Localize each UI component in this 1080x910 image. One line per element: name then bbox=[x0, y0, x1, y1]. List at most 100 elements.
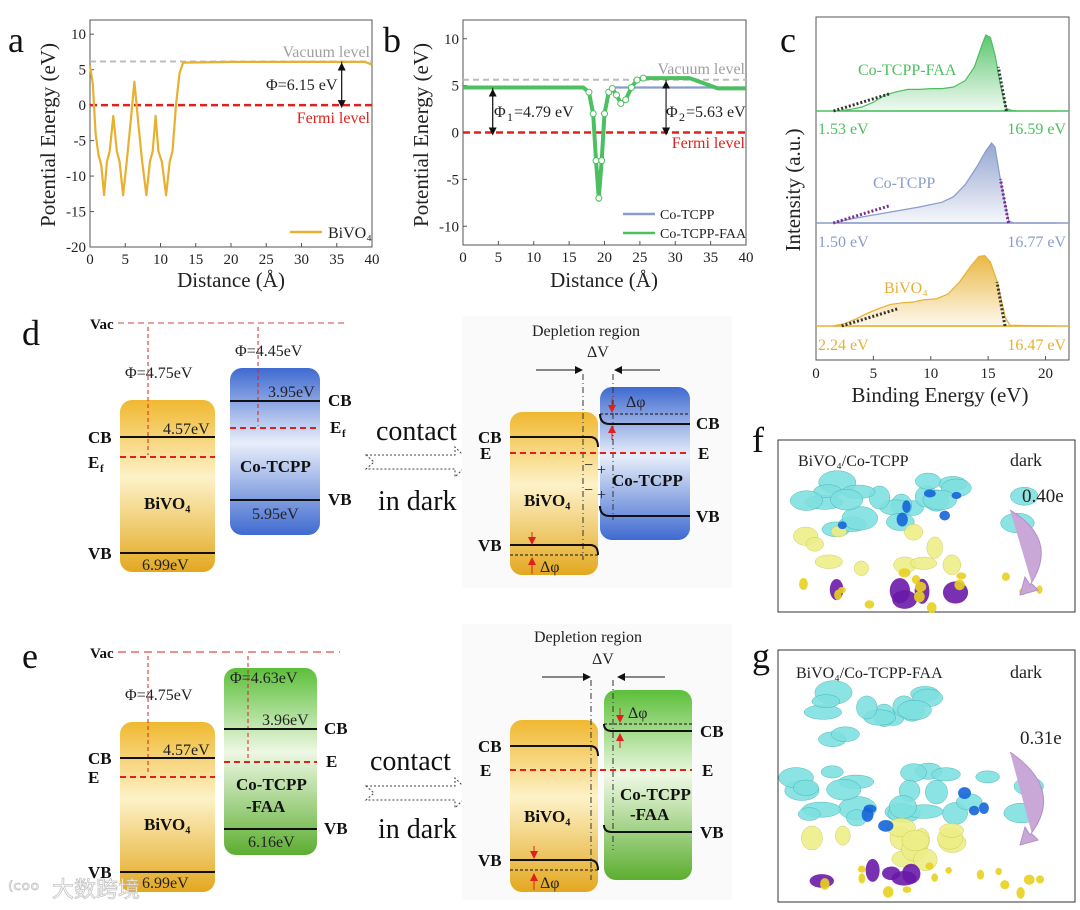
faa-name-1: Co-TCPP bbox=[236, 775, 307, 794]
chart-c-xlabel: Binding Energy (eV) bbox=[852, 383, 1029, 407]
faa-vb-label: VB bbox=[324, 819, 348, 838]
atom-v bbox=[1001, 572, 1010, 582]
data-point bbox=[622, 96, 630, 104]
in-dark-label: in dark bbox=[378, 814, 457, 845]
ef-label-contact: E bbox=[480, 444, 491, 463]
electron-accumulation-isosurface bbox=[814, 554, 843, 569]
atom-co bbox=[902, 500, 911, 513]
bivo4-name-contact: BiVO₄ bbox=[524, 491, 570, 510]
atom-v bbox=[911, 574, 921, 585]
data-point bbox=[639, 74, 647, 82]
faa-band-box bbox=[224, 668, 317, 855]
electron-depletion-isosurface bbox=[820, 765, 844, 779]
y-tick-label: 0 bbox=[79, 98, 87, 114]
atom-co bbox=[923, 489, 936, 498]
panel-label-d: d bbox=[22, 313, 40, 353]
faa-cb-value: 3.96eV bbox=[262, 712, 309, 729]
bivo4-vb-value: 6.99eV bbox=[142, 875, 189, 892]
series-line-1 bbox=[463, 76, 746, 201]
chart-c-cotcpp-low: 1.50 eV bbox=[818, 234, 869, 251]
cotcpp-cb-bent bbox=[599, 413, 690, 425]
cotcpp-vb-value: 5.95eV bbox=[252, 506, 299, 523]
x-tick-label: 30 bbox=[668, 250, 683, 266]
bivo4-cb-value: 4.57eV bbox=[163, 742, 210, 759]
vb-label: VB bbox=[88, 544, 112, 563]
x-tick-label: 15 bbox=[981, 366, 996, 382]
chart-c-bivo4-high: 16.47 eV bbox=[1007, 337, 1066, 354]
panel-label-b: b bbox=[383, 20, 401, 60]
data-point bbox=[589, 110, 597, 118]
y-tick-label: 10 bbox=[444, 32, 459, 48]
charge-density-render bbox=[778, 680, 1045, 899]
chart-c-faa-low: 1.53 eV bbox=[818, 121, 869, 138]
electron-depletion-isosurface bbox=[897, 699, 932, 721]
panel-label-c: c bbox=[780, 20, 796, 60]
charge-plus: + bbox=[597, 487, 606, 504]
phi-cotcpp: Φ=4.45eV bbox=[235, 343, 303, 360]
data-point bbox=[617, 99, 625, 107]
x-tick-label: 0 bbox=[459, 250, 467, 266]
bivo4-vb-bent bbox=[510, 859, 599, 871]
cb-label-contact-right: CB bbox=[696, 414, 720, 433]
electron-depletion-isosurface bbox=[925, 779, 948, 805]
electron-accumulation-isosurface bbox=[901, 829, 930, 852]
electron-accumulation-isosurface bbox=[835, 825, 851, 846]
chart-c-label-faa: Co-TCPP-FAA bbox=[858, 62, 957, 79]
x-tick-label: 40 bbox=[739, 250, 754, 266]
spectrum-area-2 bbox=[833, 254, 1058, 327]
panel-g-title: BiVO₄/Co-TCPP-FAA bbox=[796, 665, 943, 682]
x-tick-label: 5 bbox=[870, 366, 878, 382]
panel-f-charge-transfer: 0.40e bbox=[1022, 486, 1064, 507]
chart-b-phi1-value: =4.79 eV bbox=[514, 104, 574, 121]
x-tick-label: 25 bbox=[632, 250, 647, 266]
panel-g-charge-transfer: 0.31e bbox=[1020, 728, 1062, 749]
bivo4-cb-bent bbox=[510, 745, 599, 757]
cotcpp-ef-sub: f bbox=[342, 428, 346, 440]
atom-v bbox=[925, 862, 934, 870]
y-tick-label: 5 bbox=[79, 63, 87, 79]
in-dark-label: in dark bbox=[378, 486, 457, 517]
y-tick-label: -10 bbox=[439, 219, 459, 235]
panel-e-band-diagram: Vac Φ=4.75eV Φ=4.63eV 4.57eV 6.99eV BiVO… bbox=[88, 624, 732, 900]
phi-faa: Φ=4.63eV bbox=[230, 670, 298, 687]
atom-co bbox=[896, 512, 908, 527]
y-tick-label: -5 bbox=[447, 172, 460, 188]
cotcpp-band-box bbox=[230, 368, 320, 535]
electron-depletion-isosurface bbox=[915, 472, 942, 490]
atom-v bbox=[1036, 585, 1043, 594]
depletion-label: Depletion region bbox=[534, 629, 642, 646]
atom-v bbox=[820, 878, 830, 890]
atom-v bbox=[1023, 874, 1035, 885]
delta-v-label: ΔV bbox=[587, 344, 609, 361]
cb-label-contact-right: CB bbox=[700, 722, 724, 741]
atom-bi bbox=[865, 858, 880, 882]
spectrum-area-1 bbox=[833, 142, 1057, 224]
chart-c-faa-high: 16.59 eV bbox=[1007, 121, 1066, 138]
atom-v bbox=[898, 568, 911, 578]
panel-d-band-diagram: Vac Φ=4.75eV Φ=4.45eV 4.57eV 6.99eV BiVO… bbox=[88, 316, 732, 588]
electron-depletion-isosurface bbox=[811, 694, 841, 708]
chart-c-label-cotcpp: Co-TCPP bbox=[873, 175, 935, 192]
atom-bi bbox=[892, 590, 918, 609]
chart-b-phi2: Φ bbox=[666, 104, 678, 121]
bivo4-name: BiVO₄ bbox=[144, 815, 190, 834]
x-tick-label: 10 bbox=[923, 366, 938, 382]
atom-co bbox=[861, 807, 874, 822]
contact-arrow-icon bbox=[364, 445, 471, 479]
atom-v bbox=[1000, 880, 1010, 890]
x-tick-label: 35 bbox=[329, 252, 344, 268]
faa-name-contact-1: Co-TCPP bbox=[620, 785, 691, 804]
x-tick-label: 30 bbox=[294, 252, 309, 268]
data-point bbox=[613, 91, 621, 99]
electron-depletion-isosurface bbox=[1010, 487, 1039, 506]
bivo4-name: BiVO₄ bbox=[144, 494, 190, 513]
panel-label-a: a bbox=[8, 20, 24, 60]
bivo4-vb-bent bbox=[510, 544, 599, 556]
delta-phi-top: Δφ bbox=[628, 705, 648, 722]
electron-depletion-isosurface bbox=[900, 763, 927, 782]
x-tick-label: 20 bbox=[597, 250, 612, 266]
depletion-label: Depletion region bbox=[532, 323, 640, 340]
chart-b-fermi-label: Fermi level bbox=[672, 135, 746, 152]
cotcpp-cb-label: CB bbox=[328, 391, 352, 410]
x-tick-label: 10 bbox=[153, 252, 168, 268]
